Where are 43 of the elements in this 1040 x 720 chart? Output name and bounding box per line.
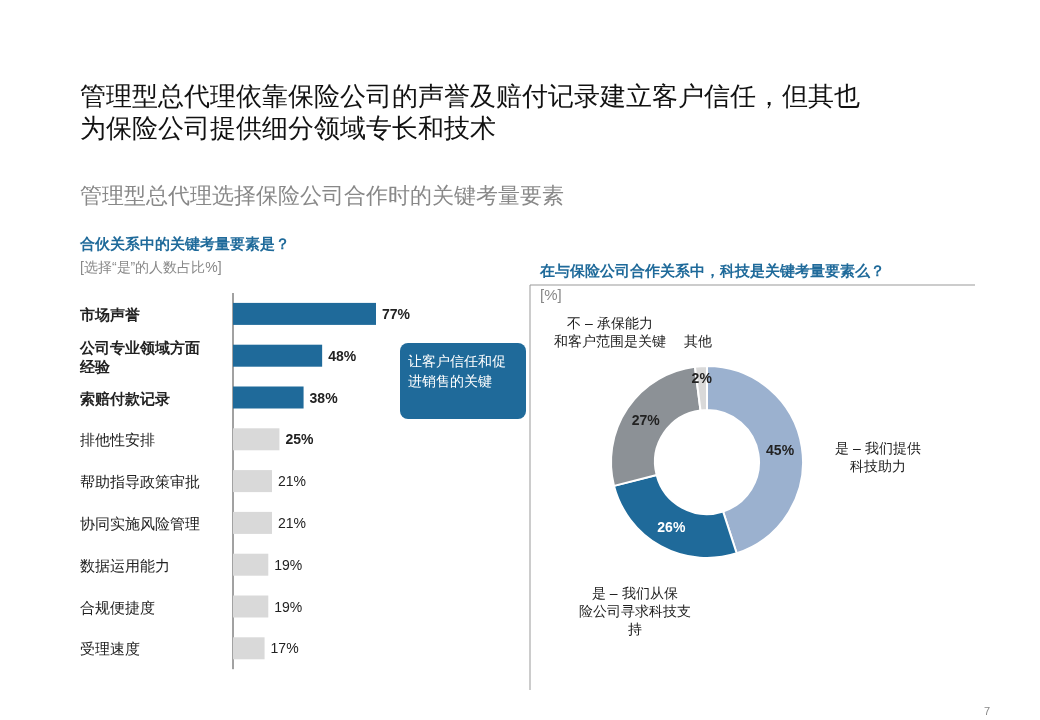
data-label: 38% xyxy=(309,389,339,406)
y-tick-label: 协同实施风险管理 xyxy=(80,514,200,532)
data-label: 77% xyxy=(382,305,411,322)
y-tick-label: 数据运用能力 xyxy=(80,556,170,574)
y-tick-label: 合规便捷度 xyxy=(80,598,155,616)
chart-subtitle: [%] xyxy=(540,286,562,303)
bar xyxy=(233,386,304,409)
slice-label: 是 – 我们从保险公司寻求科技支持 xyxy=(578,585,691,637)
y-tick-label: 排他性安排 xyxy=(80,431,155,449)
bar xyxy=(233,637,265,660)
text: 7 xyxy=(983,705,990,717)
data-label: 25% xyxy=(285,431,314,448)
slice-label: 其他 xyxy=(683,333,712,349)
y-tick-label: 帮助指导政策审批 xyxy=(80,473,200,491)
bar xyxy=(233,553,269,576)
data-label: 19% xyxy=(274,556,303,573)
data-label: 27% xyxy=(631,412,661,429)
data-label: 21% xyxy=(278,514,307,531)
data-label: 45% xyxy=(766,442,795,459)
bar xyxy=(233,428,280,451)
bar xyxy=(233,344,323,367)
slice-label: 是 – 我们提供科技助力 xyxy=(835,440,921,474)
slice-label: 不 – 承保能力和客户范围是关键 xyxy=(554,315,666,349)
data-label: 19% xyxy=(274,598,303,615)
data-label: 21% xyxy=(278,473,307,490)
bar xyxy=(233,470,272,493)
y-tick-label: 公司专业领域方面经验 xyxy=(79,338,200,375)
bar xyxy=(233,302,376,325)
chart-subtitle: [选择“是”的人数占比%] xyxy=(80,259,222,275)
text: 管理型总代理依靠保险公司的声誉及赔付记录建立客户信任，但其也为保险公司提供细分领域专长和技术 xyxy=(80,81,860,143)
chart-title: 在与保险公司合作关系中，科技是关键考量要素么？ xyxy=(539,262,885,279)
data-label: 48% xyxy=(328,347,357,364)
bar xyxy=(233,595,269,618)
data-label: 26% xyxy=(657,518,686,535)
chart-title: 合伙关系中的关键考量要素是？ xyxy=(79,235,290,252)
bar xyxy=(233,511,272,534)
y-tick-label: 索赔付款记录 xyxy=(80,389,170,407)
text: 管理型总代理选择保险公司合作时的关键考量要素 xyxy=(80,183,564,208)
data-label: 2% xyxy=(691,370,713,387)
data-label: 17% xyxy=(270,640,299,657)
y-tick-label: 受理速度 xyxy=(80,640,140,658)
y-tick-label: 市场声誉 xyxy=(79,305,140,323)
text: 让客户信任和促进销售的关键 xyxy=(408,353,506,389)
